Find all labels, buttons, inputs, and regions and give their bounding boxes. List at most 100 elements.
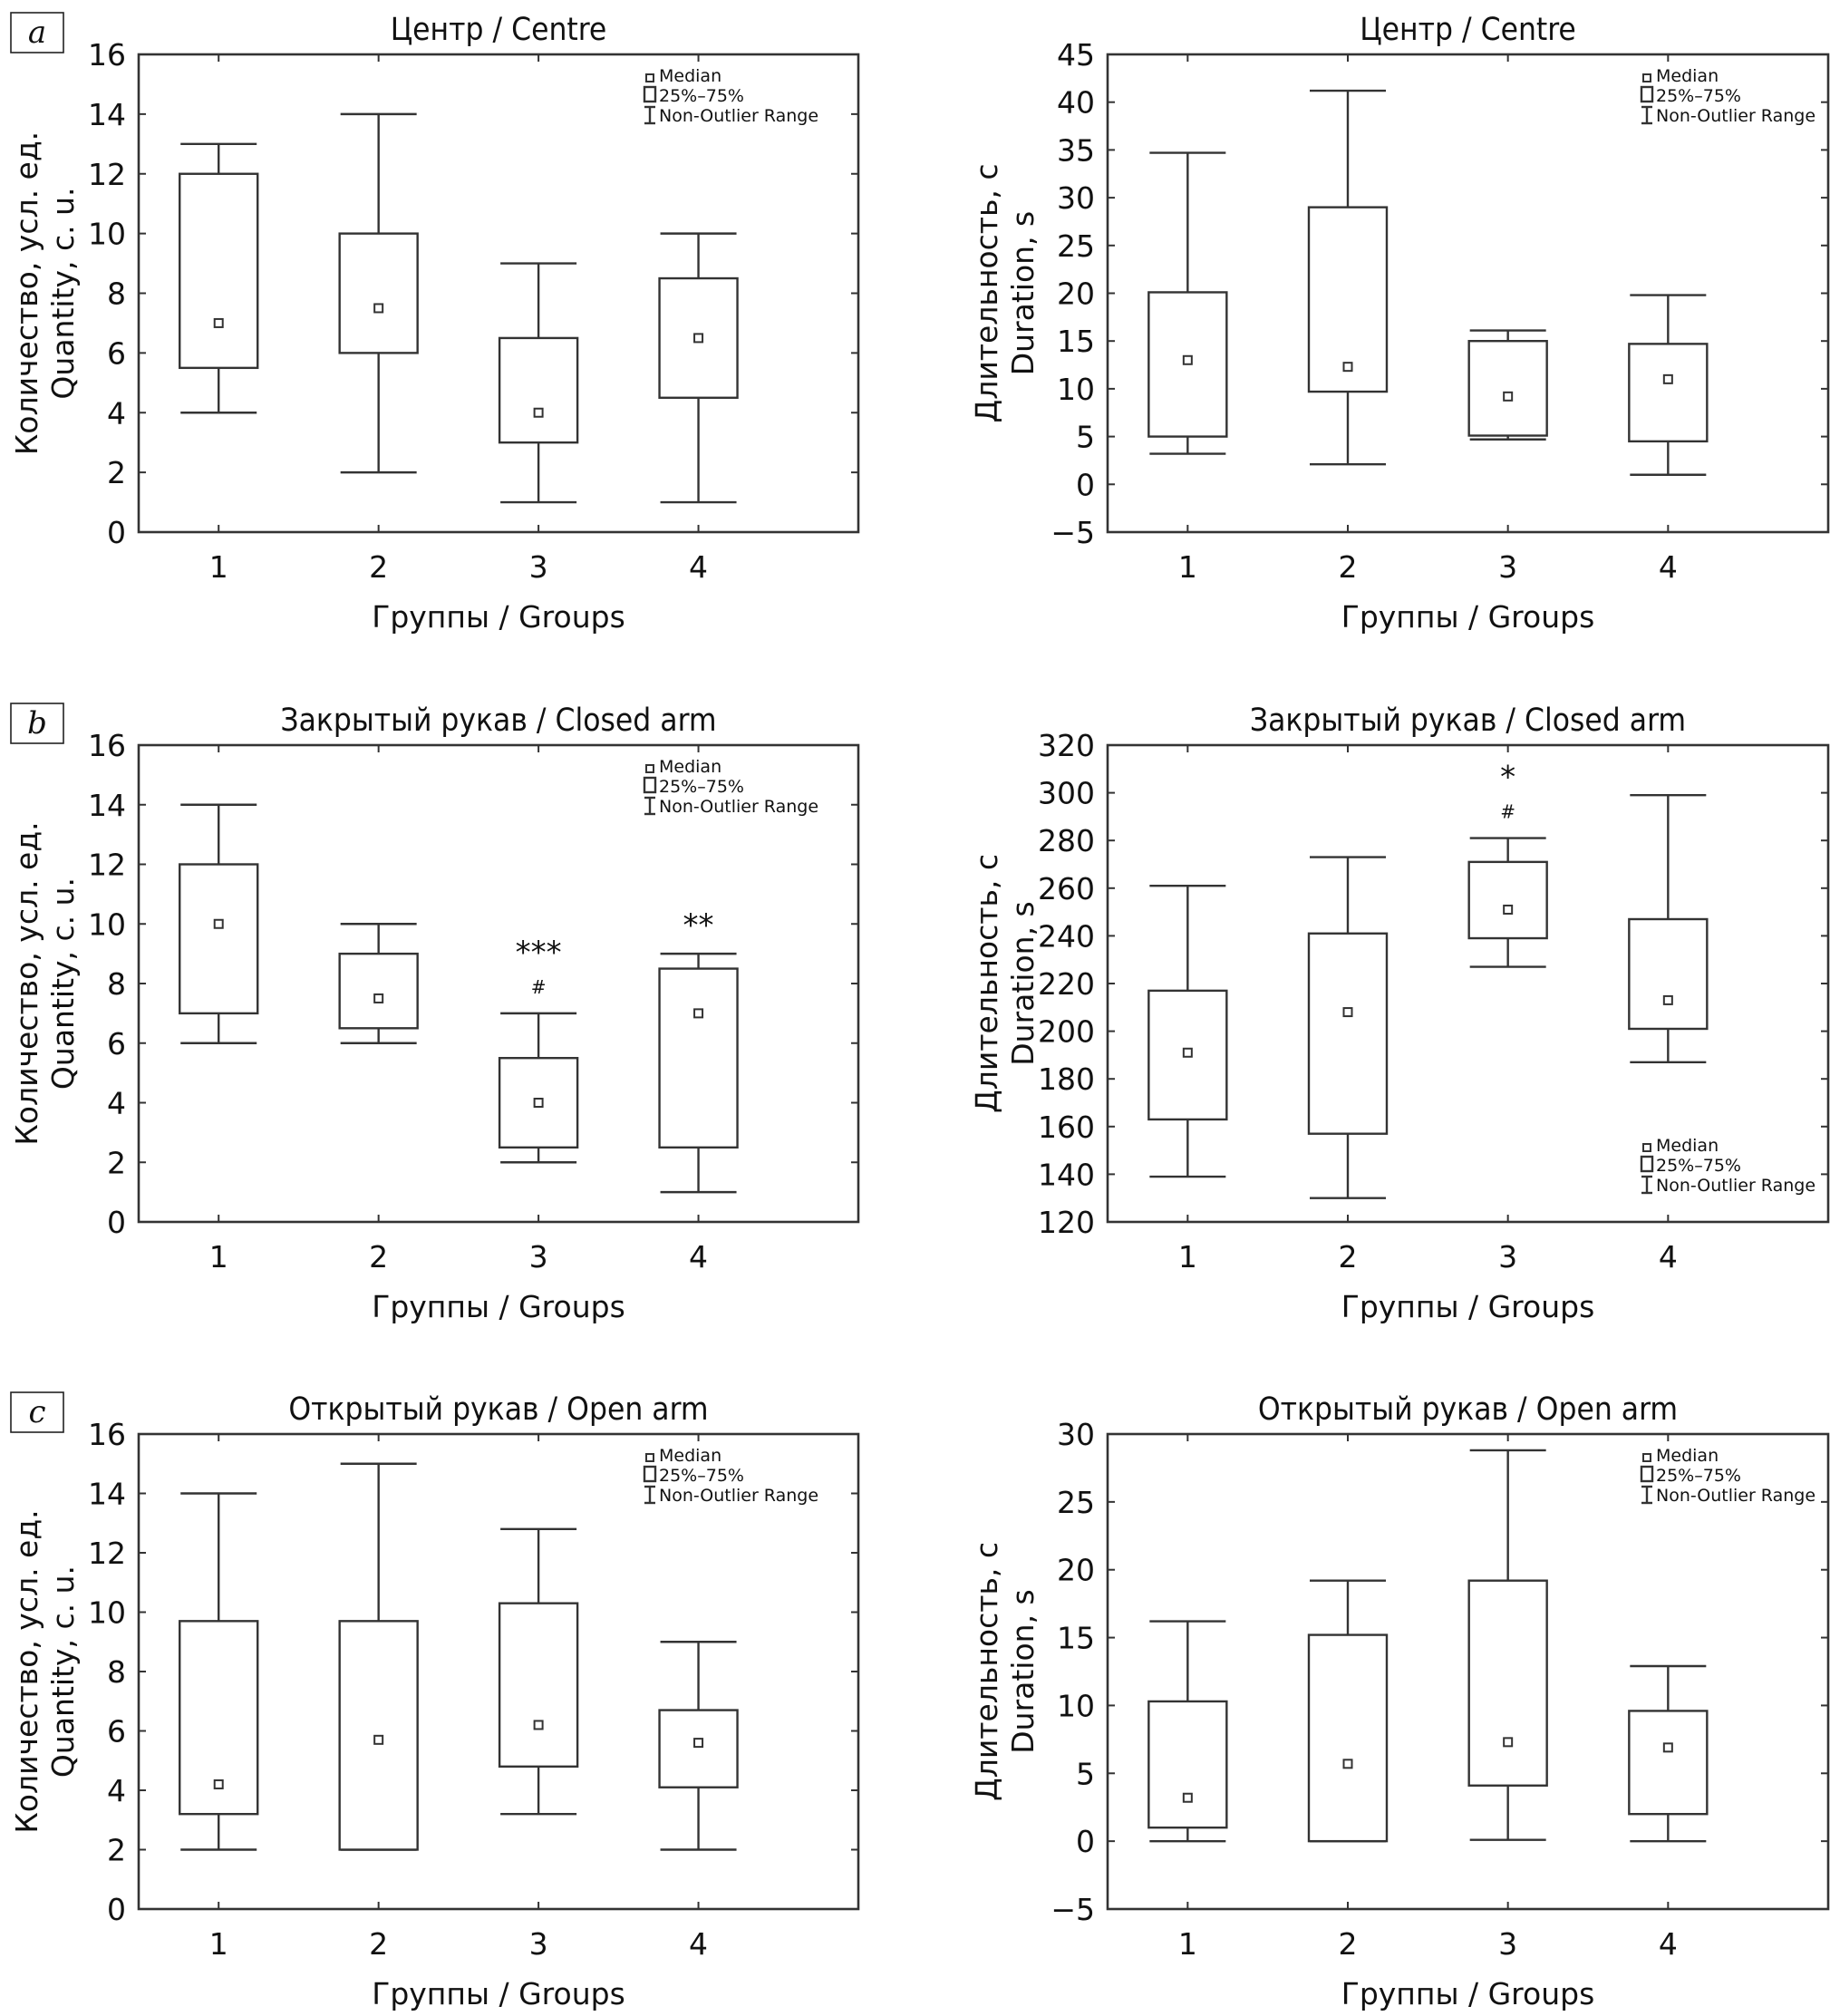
y-tick-label: −5 [1051, 515, 1095, 550]
x-tick-label: 1 [1178, 549, 1197, 585]
chart-title: Центр / Centre [1360, 12, 1576, 48]
box-group-1 [1147, 151, 1228, 455]
significance-annotation-hash: # [1500, 801, 1515, 823]
y-tick-label: 240 [1038, 918, 1095, 954]
y-axis-label-line: Количество, усл. ед. [9, 821, 44, 1145]
legend-whisker-label: Non-Outlier Range [1656, 1486, 1815, 1506]
y-tick-label: 8 [107, 966, 126, 1002]
median-marker [1182, 354, 1193, 365]
legend-whisker-label: Non-Outlier Range [659, 106, 818, 126]
panel-label-box [10, 1391, 64, 1433]
chart-title: Открытый рукав / Open arm [1258, 1391, 1678, 1428]
y-tick-label: 0 [107, 515, 126, 550]
median-marker [1503, 904, 1514, 915]
y-tick-label: 2 [107, 455, 126, 490]
legend-median-icon [1642, 73, 1651, 82]
y-tick-label: 6 [107, 1714, 126, 1749]
y-tick-label: 140 [1038, 1157, 1095, 1192]
y-tick-label: 320 [1038, 728, 1095, 763]
box-group-1 [179, 142, 259, 414]
box-group-4 [1628, 294, 1709, 476]
legend-box-icon [643, 776, 657, 794]
x-axis-label: Группы / Groups [1341, 1976, 1595, 2011]
y-tick-label: 12 [88, 157, 126, 192]
y-tick-label: 0 [1076, 1824, 1095, 1859]
chart-panel-a-quantity: a Центр / Centre0246810121416Количество, … [9, 12, 860, 635]
panel-label: b [27, 705, 47, 741]
box-group-2 [1307, 89, 1389, 466]
box-group-1 [179, 803, 259, 1044]
y-tick-label: 20 [1057, 1553, 1095, 1588]
y-axis-label: Количество, усл. ед.Quantity, c. u. [9, 821, 81, 1145]
chart-title: Открытый рукав / Open arm [288, 1391, 708, 1428]
y-axis-label: Длительность, сDuration, s [969, 1542, 1041, 1801]
y-tick-label: 35 [1057, 132, 1095, 168]
box-group-4 [658, 232, 739, 504]
x-tick-label: 1 [209, 1926, 228, 1962]
significance-annotation: * [1500, 760, 1515, 796]
box-group-4 [1628, 794, 1709, 1063]
panel-label: a [28, 15, 46, 51]
x-tick-label: 2 [369, 1926, 388, 1962]
y-tick-label: 6 [107, 1026, 126, 1061]
plot-frame [1106, 743, 1830, 1224]
y-tick-label: 10 [88, 1595, 126, 1631]
box-group-1 [1147, 1620, 1228, 1843]
legend-median-label: Median [1656, 1446, 1719, 1466]
y-axis-label: Количество, усл. ед.Quantity, c. u. [9, 1509, 81, 1833]
chart-title: Закрытый рукав / Closed arm [280, 703, 716, 739]
y-tick-label: 15 [1057, 1621, 1095, 1656]
y-tick-label: 4 [107, 1773, 126, 1808]
y-tick-label: 220 [1038, 966, 1095, 1002]
y-axis-label-line: Duration, s [1005, 211, 1041, 376]
y-tick-label: 14 [88, 1477, 126, 1512]
median-marker [373, 1734, 384, 1745]
y-axis-label-line: Длительность, с [969, 854, 1004, 1113]
legend-median-label: Median [659, 757, 721, 777]
box-group-3 [1467, 1449, 1548, 1841]
iqr-box [658, 967, 739, 1149]
median-marker [533, 1098, 544, 1108]
chart-panel-c-duration: Открытый рукав / Open arm −5 0 5 10 15 20 25 30 Д… [969, 1391, 1830, 2011]
x-tick-label: 1 [1178, 1926, 1197, 1962]
significance-annotation: ** [683, 907, 714, 944]
significance-annotation-hash: # [531, 976, 547, 998]
legend-box-icon [1640, 85, 1654, 103]
box-group-3 [498, 262, 579, 504]
chart-panel-b-quantity: b Закрытый рукав / Closed arm024681012141… [9, 703, 860, 1324]
plot-frame [1106, 1432, 1830, 1911]
legend-median-icon [645, 73, 654, 82]
y-axis-label-line: Quantity, c. u. [45, 187, 81, 399]
iqr-box [498, 1602, 579, 1769]
x-axis-label: Группы / Groups [1341, 1289, 1595, 1324]
y-tick-label: 5 [1076, 420, 1095, 455]
legend-whisker-label: Non-Outlier Range [1656, 106, 1815, 126]
y-axis-label-line: Duration, s [1005, 1589, 1041, 1754]
y-tick-label: 14 [88, 788, 126, 823]
x-tick-label: 3 [529, 549, 548, 585]
chart-panel-b-duration: Закрытый рукав / Closed arm 120 140 160 180 2… [969, 703, 1830, 1324]
box-group-2 [338, 923, 419, 1044]
y-tick-label: 12 [88, 848, 126, 883]
box-group-2 [338, 1462, 419, 1851]
iqr-box [179, 863, 259, 1015]
legend-box-label: 25%–75% [1656, 1156, 1741, 1176]
y-tick-label: 30 [1057, 1417, 1095, 1452]
box-group-3 [1467, 329, 1548, 441]
legend-box-icon [1640, 1155, 1654, 1173]
iqr-box [1307, 206, 1389, 393]
median-marker [1662, 994, 1673, 1005]
iqr-box [1467, 1579, 1548, 1787]
y-tick-label: 200 [1038, 1014, 1095, 1050]
y-tick-label: 16 [88, 728, 126, 763]
x-tick-label: 2 [369, 549, 388, 585]
y-tick-label: −5 [1051, 1892, 1095, 1927]
iqr-box [1628, 343, 1709, 443]
y-axis-label-line: Quantity, c. u. [45, 1565, 81, 1778]
box-group-4: ** [658, 907, 739, 1194]
x-axis-label: Группы / Groups [372, 1976, 625, 2011]
chart-panel-c-quantity: c Открытый рукав / Open arm0246810121416К… [9, 1391, 860, 2011]
y-tick-label: 30 [1057, 180, 1095, 216]
panel-label-box [10, 12, 64, 53]
y-axis-label: Количество, усл. ед.Quantity, c. u. [9, 131, 81, 455]
